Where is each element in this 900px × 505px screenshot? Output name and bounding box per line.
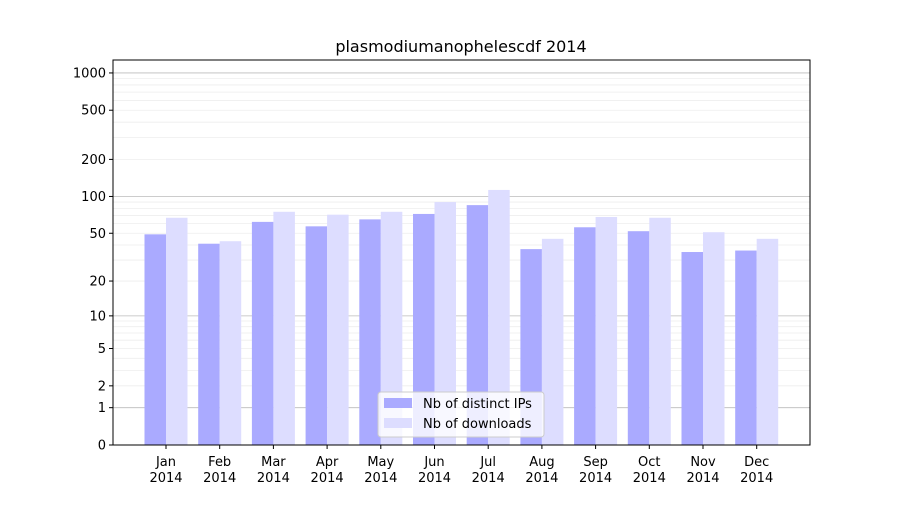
- x-tick-label: Aug 2014: [525, 455, 558, 486]
- bar-downloads: [166, 217, 188, 445]
- legend-swatch: [384, 398, 412, 408]
- bar-downloads: [380, 211, 403, 445]
- bar-downloads: [703, 232, 725, 445]
- bar-downloads: [273, 211, 295, 445]
- bar-distinct-ips: [359, 219, 381, 445]
- legend: Nb of distinct IPs Nb of downloads: [377, 391, 545, 438]
- plot-frame: [112, 59, 811, 446]
- bar-distinct-ips: [251, 221, 274, 445]
- x-tick-label: Sep 2014: [579, 455, 612, 486]
- bar-distinct-ips: [144, 234, 166, 445]
- y-tick-label: 5: [98, 342, 106, 357]
- x-tick-label: Apr 2014: [311, 455, 344, 486]
- bar-downloads: [649, 217, 671, 445]
- bar-distinct-ips: [574, 227, 596, 445]
- y-tick-label: 10: [89, 309, 106, 324]
- y-tick-label: 100: [81, 190, 106, 205]
- bar-distinct-ips: [627, 231, 650, 445]
- y-tick-label: 50: [89, 227, 106, 242]
- y-tick-label: 0: [98, 439, 106, 454]
- legend-label: Nb of downloads: [423, 417, 532, 432]
- x-tick-label: Dec 2014: [740, 455, 773, 486]
- y-tick-label: 200: [81, 153, 106, 168]
- y-tick-label: 20: [89, 275, 106, 290]
- bar-distinct-ips: [735, 250, 757, 445]
- y-tick-label: 1: [98, 401, 106, 416]
- x-tick-label: May 2014: [364, 455, 397, 486]
- bar-downloads: [219, 241, 242, 445]
- legend-swatch: [384, 418, 412, 428]
- bar-downloads: [327, 214, 349, 445]
- bar-distinct-ips: [466, 205, 489, 445]
- x-tick-label: Feb 2014: [203, 455, 236, 486]
- bar-distinct-ips: [413, 213, 435, 445]
- legend-label: Nb of distinct IPs: [423, 397, 532, 412]
- bar-downloads: [541, 238, 564, 445]
- bar-distinct-ips: [305, 226, 328, 445]
- bar-downloads: [756, 238, 779, 445]
- chart-title: plasmodiumanophelescdf 2014: [335, 37, 586, 56]
- x-tick-label: Jul 2014: [472, 455, 505, 486]
- bar-distinct-ips: [198, 243, 220, 445]
- x-tick-label: Nov 2014: [686, 455, 719, 486]
- x-tick-label: Oct 2014: [633, 455, 666, 486]
- x-tick-label: Jan 2014: [149, 455, 182, 486]
- x-tick-label: Mar 2014: [257, 455, 290, 486]
- y-tick-label: 1000: [73, 66, 106, 81]
- bar-downloads: [488, 189, 510, 445]
- bar-downloads: [595, 216, 618, 445]
- x-tick-label: Jun 2014: [418, 455, 451, 486]
- y-tick-label: 500: [81, 104, 106, 119]
- y-tick-label: 2: [98, 379, 106, 394]
- bar-distinct-ips: [681, 252, 703, 445]
- legend-box: [377, 391, 545, 438]
- bar-downloads: [434, 202, 456, 445]
